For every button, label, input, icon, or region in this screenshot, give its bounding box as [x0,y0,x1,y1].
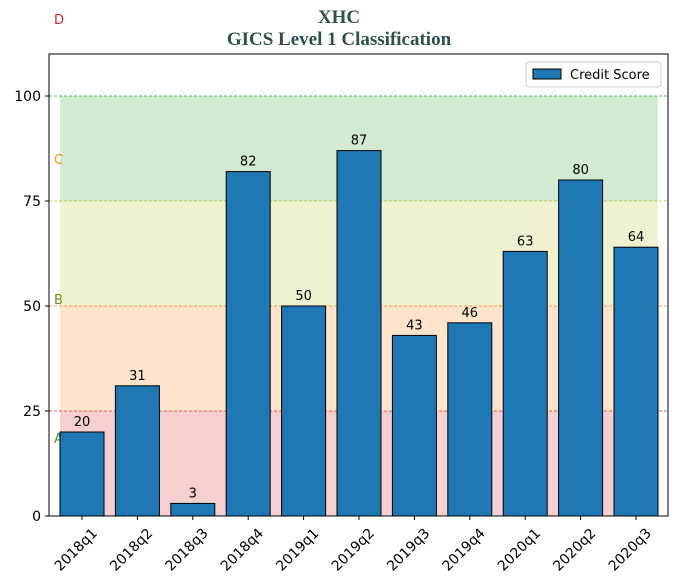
bar-2018q1[interactable] [59,431,105,517]
bar-2018q4[interactable] [225,171,271,517]
band-label-a: A [54,432,63,447]
data-label-2019q2: 87 [351,134,368,149]
data-label-2018q3: 3 [189,486,197,501]
y-tick-label: 0 [32,509,41,525]
bar-2018q2[interactable] [114,385,160,517]
x-tick-label: 2018q2 [107,526,156,575]
data-label-2019q1: 50 [295,289,312,304]
x-tick-label: 2020q3 [606,526,655,575]
bar-2020q3[interactable] [613,246,659,517]
y-tick-label: 75 [23,194,41,210]
bar-2019q2[interactable] [336,150,382,517]
x-tick-label: 2019q4 [440,525,489,574]
x-tick-label: 2019q2 [329,526,378,575]
data-label-2018q1: 20 [74,415,91,430]
band-label-b: B [54,293,63,308]
band-label-c: C [54,153,63,168]
chart-title: XHC [317,7,361,28]
x-tick-label: 2018q3 [163,526,212,575]
data-label-2019q4: 46 [462,306,479,321]
y-tick-label: 25 [23,404,41,420]
x-tick-label: 2020q2 [550,526,599,575]
x-tick-label: 2020q1 [495,526,544,575]
x-tick-label: 2019q1 [273,526,322,575]
y-tick-label: 100 [14,89,41,105]
bar-2019q4[interactable] [447,322,493,517]
legend [525,61,662,88]
band-label-d: D [54,13,64,28]
data-label-2020q3: 64 [628,230,645,245]
data-label-2019q3: 43 [406,318,423,333]
bar-2020q2[interactable] [558,179,604,517]
bar-2018q3[interactable] [170,502,216,517]
bar-2020q1[interactable] [502,250,548,517]
data-label-2020q1: 63 [517,234,534,249]
chart-subtitle: GICS Level 1 Classification [226,29,452,50]
bar-2019q1[interactable] [281,305,327,517]
data-label-2020q2: 80 [572,163,589,178]
x-tick-label: 2018q4 [218,525,267,574]
x-tick-label: 2019q3 [384,526,433,575]
y-tick-label: 50 [23,299,41,315]
bar-2019q3[interactable] [391,334,437,517]
data-label-2018q4: 82 [240,155,257,170]
legend-label: Credit Score [570,68,650,83]
x-tick-label: 2018q1 [52,526,101,575]
legend-swatch [532,68,562,80]
data-label-2018q2: 31 [129,369,146,384]
